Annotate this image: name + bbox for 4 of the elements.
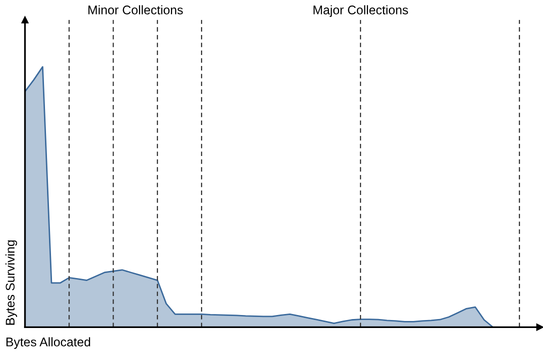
text: Minor Collections [88,5,183,14]
text: Major Collections [314,5,408,17]
y-axis-title: Bytes Surviving [5,240,18,325]
x-axis-title: Bytes Allocated [6,337,90,349]
